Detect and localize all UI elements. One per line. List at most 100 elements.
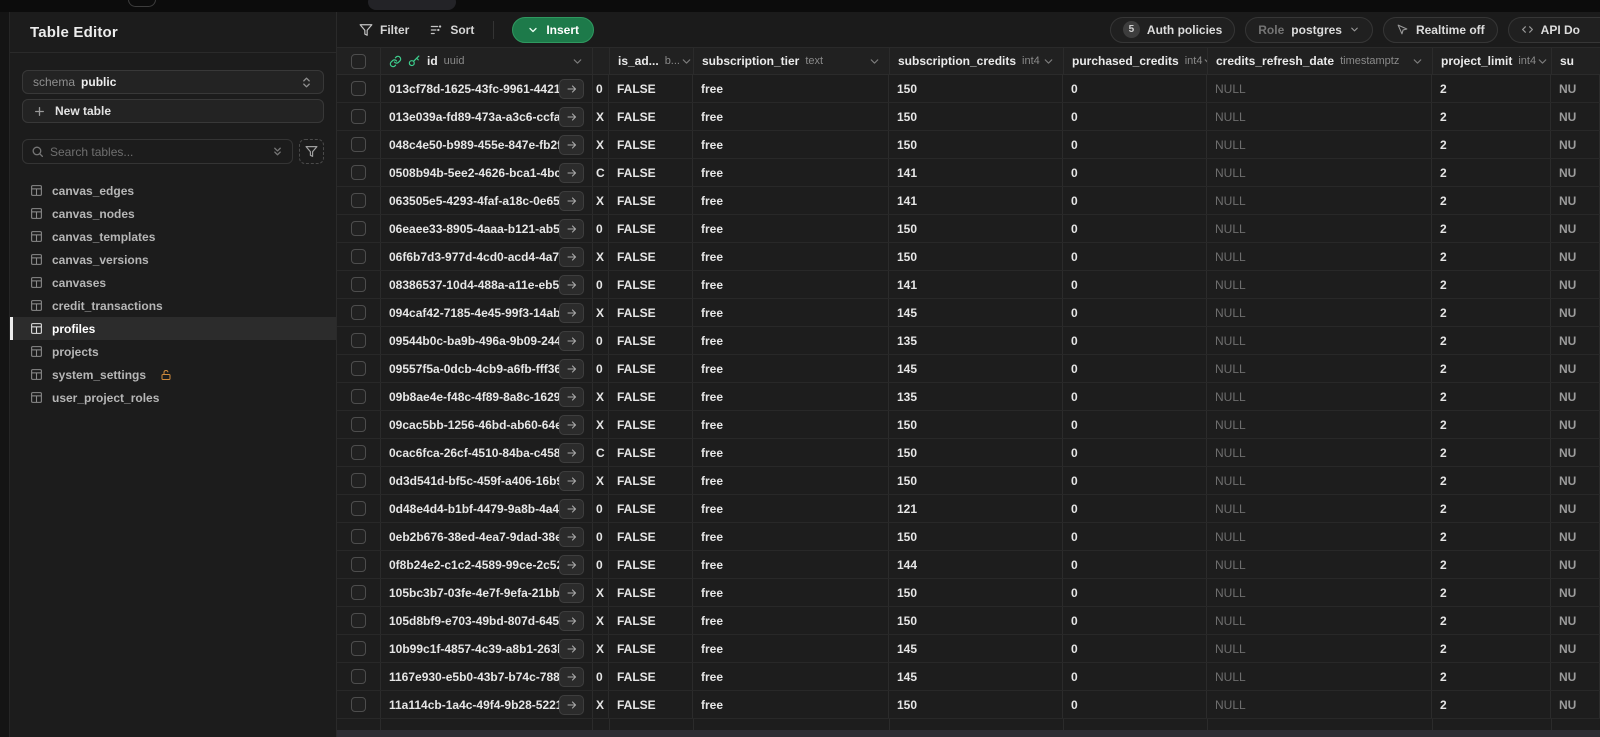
cell-subscription-credits[interactable]: 150 bbox=[889, 467, 1063, 494]
row-checkbox[interactable] bbox=[351, 361, 366, 376]
cell-id[interactable]: 06eaee33-8905-4aaa-b121-ab552... bbox=[381, 215, 593, 242]
cell-subscription-credits[interactable]: 145 bbox=[889, 355, 1063, 382]
row-checkbox[interactable] bbox=[351, 389, 366, 404]
cell-project-limit[interactable]: 2 bbox=[1432, 159, 1551, 186]
column-header-subscription_credits[interactable]: subscription_credits int4 bbox=[890, 48, 1064, 74]
cell-credits-refresh-date[interactable]: NULL bbox=[1207, 299, 1432, 326]
cell-credits-refresh-date[interactable]: NULL bbox=[1207, 327, 1432, 354]
cell-is-admin[interactable]: FALSE bbox=[609, 355, 693, 382]
cell-id[interactable]: 08386537-10d4-488a-a11e-eb5a6... bbox=[381, 271, 593, 298]
cell-id[interactable]: 0d3d541d-bf5c-459f-a406-16b93... bbox=[381, 467, 593, 494]
cell-id[interactable]: 048c4e50-b989-455e-847e-fb2f... bbox=[381, 131, 593, 158]
cell-credits-refresh-date[interactable]: NULL bbox=[1207, 663, 1432, 690]
cell-subscription-credits[interactable]: 141 bbox=[889, 159, 1063, 186]
cell-subscription-tier[interactable]: free bbox=[693, 243, 889, 270]
cell-project-limit[interactable]: 2 bbox=[1432, 215, 1551, 242]
cell-truncated-column[interactable]: 0 bbox=[593, 523, 609, 550]
cell-subscription-credits[interactable]: 135 bbox=[889, 327, 1063, 354]
cell-credits-refresh-date[interactable]: NULL bbox=[1207, 159, 1432, 186]
cell-subscription-credits[interactable]: 150 bbox=[889, 131, 1063, 158]
cell-partial-column[interactable]: NU bbox=[1551, 439, 1600, 466]
cell-project-limit[interactable]: 2 bbox=[1432, 467, 1551, 494]
cell-credits-refresh-date[interactable]: NULL bbox=[1207, 355, 1432, 382]
realtime-toggle-button[interactable]: Realtime off bbox=[1382, 16, 1498, 43]
cell-subscription-tier[interactable]: free bbox=[693, 215, 889, 242]
sidebar-filter-button[interactable] bbox=[299, 139, 324, 164]
cell-is-admin[interactable]: FALSE bbox=[609, 131, 693, 158]
chevron-down-icon[interactable] bbox=[1202, 55, 1207, 68]
cell-partial-column[interactable]: NU bbox=[1551, 159, 1600, 186]
cell-project-limit[interactable]: 2 bbox=[1432, 411, 1551, 438]
cell-purchased-credits[interactable]: 0 bbox=[1063, 383, 1207, 410]
cell-is-admin[interactable]: FALSE bbox=[609, 495, 693, 522]
cell-is-admin[interactable]: FALSE bbox=[609, 327, 693, 354]
cell-purchased-credits[interactable]: 0 bbox=[1063, 327, 1207, 354]
row-checkbox[interactable] bbox=[351, 249, 366, 264]
row-checkbox[interactable] bbox=[351, 277, 366, 292]
row-checkbox[interactable] bbox=[351, 641, 366, 656]
cell-partial-column[interactable]: NU bbox=[1551, 691, 1600, 718]
cell-subscription-credits[interactable]: 150 bbox=[889, 579, 1063, 606]
row-checkbox[interactable] bbox=[351, 165, 366, 180]
cell-is-admin[interactable]: FALSE bbox=[609, 663, 693, 690]
cell-subscription-tier[interactable]: free bbox=[693, 131, 889, 158]
cell-is-admin[interactable]: FALSE bbox=[609, 243, 693, 270]
chevron-down-icon[interactable] bbox=[1411, 55, 1424, 68]
cell-is-admin[interactable]: FALSE bbox=[609, 383, 693, 410]
cell-subscription-credits[interactable]: 145 bbox=[889, 299, 1063, 326]
cell-partial-column[interactable]: NU bbox=[1551, 131, 1600, 158]
cell-subscription-tier[interactable]: free bbox=[693, 691, 889, 718]
row-checkbox[interactable] bbox=[351, 669, 366, 684]
cell-partial-column[interactable]: NU bbox=[1551, 411, 1600, 438]
chevron-down-icon[interactable] bbox=[571, 55, 584, 68]
row-checkbox[interactable] bbox=[351, 305, 366, 320]
cell-credits-refresh-date[interactable]: NULL bbox=[1207, 271, 1432, 298]
cell-credits-refresh-date[interactable]: NULL bbox=[1207, 691, 1432, 718]
expand-row-button[interactable] bbox=[559, 638, 584, 659]
cell-project-limit[interactable]: 2 bbox=[1432, 663, 1551, 690]
cell-credits-refresh-date[interactable]: NULL bbox=[1207, 439, 1432, 466]
expand-row-button[interactable] bbox=[559, 666, 584, 687]
cell-project-limit[interactable]: 2 bbox=[1432, 439, 1551, 466]
cell-partial-column[interactable]: NU bbox=[1551, 467, 1600, 494]
cell-subscription-credits[interactable]: 150 bbox=[889, 103, 1063, 130]
auth-policies-button[interactable]: 5 Auth policies bbox=[1109, 16, 1236, 43]
new-table-button[interactable]: New table bbox=[22, 99, 324, 123]
cell-project-limit[interactable]: 2 bbox=[1432, 607, 1551, 634]
cell-subscription-credits[interactable]: 150 bbox=[889, 411, 1063, 438]
cell-id[interactable]: 11a114cb-1a4c-49f4-9b28-52219ec... bbox=[381, 691, 593, 718]
cell-is-admin[interactable]: FALSE bbox=[609, 579, 693, 606]
cell-purchased-credits[interactable]: 0 bbox=[1063, 215, 1207, 242]
expand-row-button[interactable] bbox=[559, 442, 584, 463]
cell-id[interactable]: 06f6b7d3-977d-4cd0-acd4-4a78... bbox=[381, 243, 593, 270]
cell-is-admin[interactable]: FALSE bbox=[609, 75, 693, 102]
cell-partial-column[interactable]: NU bbox=[1551, 187, 1600, 214]
cell-truncated-column[interactable]: X bbox=[593, 635, 609, 662]
cell-subscription-tier[interactable]: free bbox=[693, 551, 889, 578]
cell-truncated-column[interactable]: 0 bbox=[593, 551, 609, 578]
cell-project-limit[interactable]: 2 bbox=[1432, 355, 1551, 382]
cell-id[interactable]: 0cac6fca-26cf-4510-84ba-c4580... bbox=[381, 439, 593, 466]
cell-truncated-column[interactable]: X bbox=[593, 411, 609, 438]
expand-row-button[interactable] bbox=[559, 218, 584, 239]
cell-is-admin[interactable]: FALSE bbox=[609, 187, 693, 214]
cell-id[interactable]: 1167e930-e5b0-43b7-b74c-788c9... bbox=[381, 663, 593, 690]
cell-credits-refresh-date[interactable]: NULL bbox=[1207, 215, 1432, 242]
cell-project-limit[interactable]: 2 bbox=[1432, 103, 1551, 130]
expand-row-button[interactable] bbox=[559, 694, 584, 715]
expand-row-button[interactable] bbox=[559, 302, 584, 323]
cell-partial-column[interactable]: NU bbox=[1551, 523, 1600, 550]
expand-row-button[interactable] bbox=[559, 610, 584, 631]
row-checkbox[interactable] bbox=[351, 585, 366, 600]
cell-subscription-credits[interactable]: 150 bbox=[889, 243, 1063, 270]
cell-credits-refresh-date[interactable]: NULL bbox=[1207, 383, 1432, 410]
sidebar-item-canvas_nodes[interactable]: canvas_nodes bbox=[10, 202, 336, 225]
cell-id[interactable]: 09cac5bb-1256-46bd-ab60-64ed... bbox=[381, 411, 593, 438]
cell-subscription-credits[interactable]: 121 bbox=[889, 495, 1063, 522]
cell-is-admin[interactable]: FALSE bbox=[609, 551, 693, 578]
cell-purchased-credits[interactable]: 0 bbox=[1063, 579, 1207, 606]
row-checkbox[interactable] bbox=[351, 333, 366, 348]
cell-truncated-column[interactable]: X bbox=[593, 187, 609, 214]
cell-partial-column[interactable]: NU bbox=[1551, 271, 1600, 298]
cell-purchased-credits[interactable]: 0 bbox=[1063, 607, 1207, 634]
